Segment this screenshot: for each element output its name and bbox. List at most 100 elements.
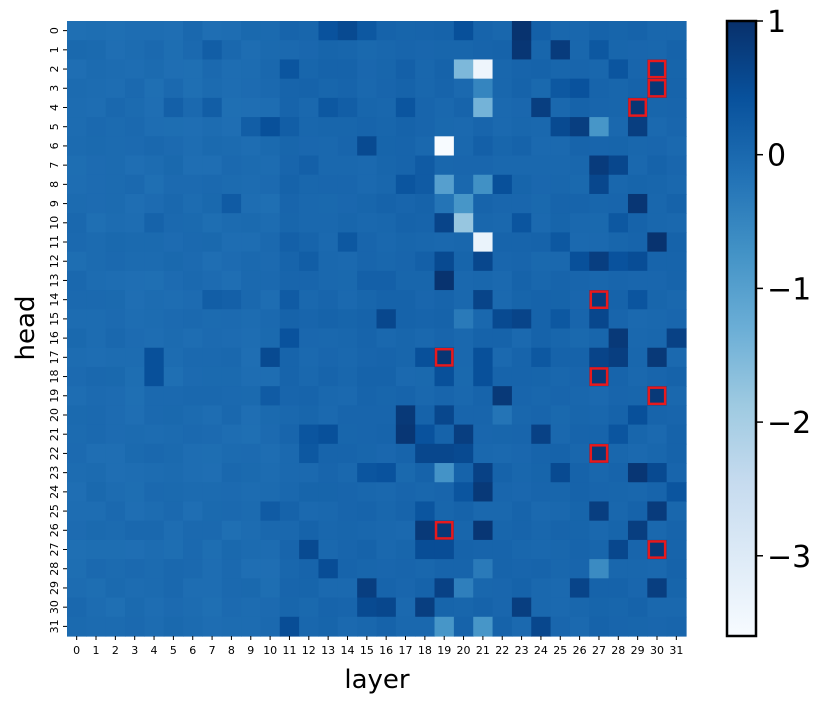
heatmap-cell (125, 232, 145, 253)
heatmap-cell (434, 578, 455, 599)
heatmap-cell (279, 463, 300, 483)
heatmap-cell (318, 174, 339, 195)
heatmap-cell (144, 155, 165, 176)
heatmap-cell (202, 482, 223, 503)
heatmap-cell (337, 193, 358, 214)
heatmap-cell (589, 309, 610, 330)
heatmap-cell (105, 366, 126, 387)
heatmap-cell (337, 366, 358, 387)
heatmap-cell (299, 21, 320, 41)
heatmap-cell (511, 578, 532, 599)
heatmap-cell (86, 559, 107, 579)
heatmap-cell (531, 78, 552, 99)
heatmap-cell (531, 443, 552, 464)
heatmap-cell (608, 174, 629, 195)
heatmap-cell (105, 482, 126, 503)
heatmap-cell (67, 578, 87, 599)
y-tick-label: 14 (48, 293, 61, 307)
heatmap-cell (318, 155, 339, 176)
heatmap-cell (395, 97, 416, 118)
heatmap-cell (589, 501, 610, 522)
y-tick-label: 7 (48, 162, 61, 169)
y-tick-label: 15 (48, 312, 61, 326)
heatmap-cell (511, 309, 532, 330)
heatmap-cell (376, 251, 397, 272)
heatmap-cell (492, 40, 513, 61)
heatmap-cell (434, 193, 455, 214)
heatmap-cell (453, 597, 474, 618)
x-tick-label: 14 (340, 644, 354, 657)
y-tick-label: 31 (48, 619, 61, 633)
heatmap-cell (279, 174, 300, 195)
heatmap-cell (202, 597, 223, 618)
heatmap-cell (550, 482, 571, 503)
heatmap-cell (608, 251, 629, 272)
heatmap-cell (183, 520, 203, 541)
heatmap-cell (627, 482, 648, 503)
heatmap-cell (357, 443, 378, 464)
heatmap-cell (337, 40, 358, 61)
heatmap-cell (125, 40, 145, 61)
x-tick-label: 27 (592, 644, 606, 657)
heatmap-cell (260, 21, 281, 41)
heatmap-cell (163, 174, 184, 195)
heatmap-cell (531, 232, 552, 253)
heatmap-cell (647, 251, 668, 272)
heatmap-cell (589, 21, 610, 41)
heatmap-cell (550, 97, 571, 118)
colorbar-tick-label: −3 (767, 540, 811, 575)
heatmap-cell (627, 270, 648, 291)
heatmap-cell (260, 386, 281, 406)
y-tick-label: 12 (48, 254, 61, 268)
heatmap-cell (395, 578, 416, 599)
heatmap-cell (492, 578, 513, 599)
heatmap-cell (221, 78, 242, 99)
heatmap-cell (608, 616, 629, 637)
heatmap-cell (86, 501, 107, 522)
heatmap-cell (299, 597, 320, 618)
heatmap-cell (589, 559, 610, 579)
heatmap-cell (357, 59, 378, 80)
heatmap-cell (569, 424, 590, 445)
heatmap-cell (202, 213, 223, 234)
heatmap-cell (434, 366, 455, 387)
heatmap-cell (260, 59, 281, 80)
heatmap-cell (376, 366, 397, 387)
heatmap-cell (337, 155, 358, 176)
heatmap-cell (202, 40, 223, 61)
heatmap-cell (376, 78, 397, 99)
heatmap-cell (511, 117, 532, 137)
y-tick-label: 27 (48, 543, 61, 557)
heatmap-cell (415, 597, 436, 618)
heatmap-cell (67, 59, 87, 80)
heatmap-cell (299, 501, 320, 522)
heatmap-cell (260, 309, 281, 330)
heatmap-cell (395, 309, 416, 330)
heatmap-cell (221, 559, 242, 579)
heatmap-cell (647, 463, 668, 483)
heatmap-cell (86, 117, 107, 137)
heatmap-cell (666, 443, 687, 464)
y-axis-label: head (11, 296, 41, 361)
heatmap-cell (434, 270, 455, 291)
heatmap-cell (163, 59, 184, 80)
heatmap-cell (589, 386, 610, 406)
heatmap-cell (125, 59, 145, 80)
heatmap-cell (183, 347, 203, 368)
heatmap-cell (144, 386, 165, 406)
heatmap-cell (144, 482, 165, 503)
heatmap-cell (144, 309, 165, 330)
heatmap-cell (666, 597, 687, 618)
heatmap-cell (279, 328, 300, 349)
heatmap-cell (511, 21, 532, 41)
heatmap-cell (183, 328, 203, 349)
heatmap-cell (415, 290, 436, 310)
heatmap-cell (608, 482, 629, 503)
heatmap-cell (550, 213, 571, 234)
heatmap-cell (589, 232, 610, 253)
heatmap-cell (666, 155, 687, 176)
heatmap-cell (105, 328, 126, 349)
heatmap-cell (260, 424, 281, 445)
heatmap-cell (415, 463, 436, 483)
heatmap-cell (241, 59, 262, 80)
